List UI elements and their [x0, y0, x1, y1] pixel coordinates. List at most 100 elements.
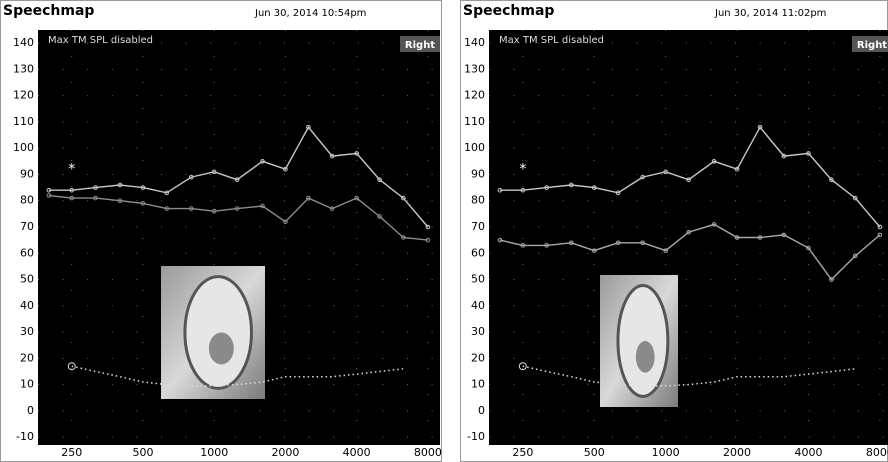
x-tick-label: 250 [61, 446, 82, 459]
point [757, 235, 763, 240]
chart-date: Jun 30, 2014 10:54pm [254, 8, 366, 19]
point [711, 222, 717, 227]
point [591, 248, 597, 253]
y-tick-label: 0 [27, 404, 34, 417]
series-line [522, 365, 856, 387]
x-tick-label: 8000 [414, 446, 442, 459]
point [140, 201, 146, 206]
series-line [499, 125, 881, 228]
y-tick-label: 130 [464, 62, 485, 75]
ear-canal [635, 341, 655, 373]
point [829, 277, 834, 282]
y-tick-label: 120 [464, 89, 485, 102]
series-line [48, 194, 428, 241]
point [852, 195, 858, 201]
point [117, 182, 123, 188]
point [354, 151, 359, 156]
point [877, 224, 883, 230]
point [734, 235, 740, 240]
point [234, 206, 240, 211]
panel: Speechmap Jun 30, 2014 11:02pm -10 0 10 20 30 4… [460, 0, 888, 462]
point [401, 235, 406, 240]
point [591, 185, 597, 190]
point [425, 224, 431, 230]
point [306, 195, 311, 201]
chart-title: Speechmap [463, 3, 554, 19]
ear-shape [616, 284, 670, 398]
point [781, 153, 787, 159]
y-tick-label: 30 [471, 325, 485, 338]
y-tick-label: -10 [16, 430, 34, 443]
annotation: Max TM SPL disabled [499, 35, 604, 46]
point [93, 185, 98, 190]
y-tick-label: 0 [478, 404, 485, 417]
y-tick-label: 70 [471, 220, 485, 233]
point [781, 232, 787, 238]
point [117, 198, 123, 204]
y-tick-label: 110 [464, 115, 485, 128]
y-tick-label: 50 [20, 273, 34, 286]
point [497, 187, 503, 193]
x-tick-label: 250 [512, 446, 533, 459]
y-tick-label: 140 [464, 36, 485, 49]
point [806, 151, 811, 156]
x-tick-label: 1000 [200, 446, 228, 459]
x-tick-label: 500 [132, 446, 153, 459]
x-tick-label: 1000 [652, 446, 680, 459]
point [615, 240, 621, 246]
point [829, 177, 834, 183]
y-tick-label: 90 [20, 167, 34, 180]
point [877, 232, 883, 238]
point [164, 206, 170, 211]
y-tick-label: 120 [13, 89, 34, 102]
y-tick-label: 10 [20, 378, 34, 391]
point [806, 245, 811, 251]
point [283, 166, 288, 172]
series-line [48, 125, 429, 228]
point [663, 248, 668, 253]
point [615, 190, 621, 196]
point [329, 206, 335, 211]
point [544, 185, 549, 190]
point [188, 206, 194, 211]
point [211, 208, 217, 214]
y-tick-label: 140 [13, 36, 34, 49]
point [425, 237, 431, 243]
point [140, 185, 146, 190]
y-tick-label: 50 [471, 273, 485, 286]
point [377, 214, 382, 219]
series-line [499, 223, 881, 281]
ear-canal [208, 332, 234, 365]
point [520, 243, 526, 248]
panel: Speechmap Jun 30, 2014 10:54pm -10 0 10 20 30 4… [0, 0, 442, 462]
side-badge [852, 36, 888, 52]
y-tick-label: 100 [464, 141, 485, 154]
start-marker [67, 362, 76, 371]
y-tick-label: 10 [471, 378, 485, 391]
x-tick-label: 4000 [794, 446, 822, 459]
point [734, 166, 740, 172]
asterisk-marker: * [519, 162, 526, 178]
point [260, 203, 265, 209]
ear-shape [183, 275, 253, 390]
annotation: Right [405, 40, 435, 51]
annotation: Max TM SPL disabled [48, 35, 153, 46]
side-badge [400, 36, 440, 52]
y-tick-label: 30 [20, 325, 34, 338]
point [46, 187, 52, 193]
point [188, 174, 194, 180]
y-tick-label: 60 [471, 246, 485, 259]
point [69, 195, 75, 201]
y-tick-label: 110 [13, 115, 34, 128]
point [401, 195, 406, 201]
x-tick-label: 2000 [271, 446, 299, 459]
point [544, 243, 549, 248]
x-tick-label: 500 [584, 446, 605, 459]
series-line [71, 365, 404, 387]
chart-date: Jun 30, 2014 11:02pm [714, 8, 826, 19]
x-tick-label: 4000 [343, 446, 371, 459]
point [568, 240, 574, 246]
y-tick-label: 90 [471, 167, 485, 180]
point [852, 253, 858, 259]
